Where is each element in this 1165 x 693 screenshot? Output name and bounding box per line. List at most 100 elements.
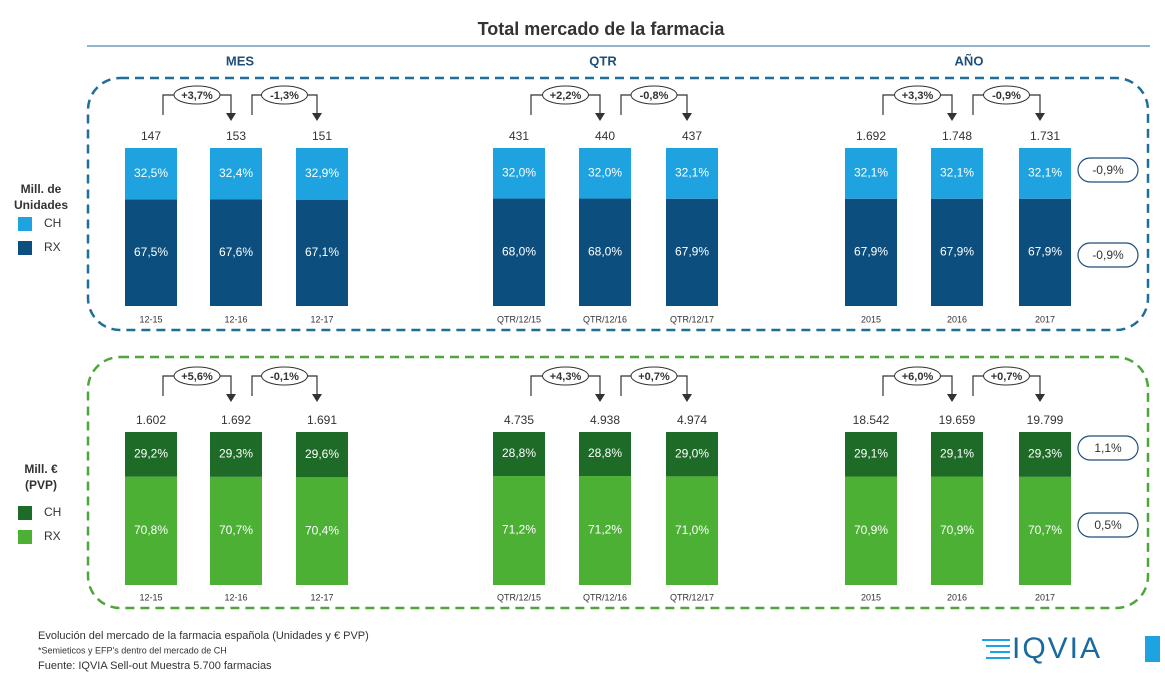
x-tick-label: 2015: [861, 314, 881, 324]
legend-label: RX: [44, 240, 61, 254]
segment-label: 68,0%: [588, 244, 622, 258]
x-tick-label: QTR/12/16: [583, 314, 627, 324]
legend-swatch: [18, 217, 32, 231]
segment-label: 70,9%: [854, 523, 888, 537]
segment-label: 70,7%: [219, 523, 253, 537]
row-label: Mill. de: [21, 182, 62, 196]
segment-label: 67,9%: [940, 245, 974, 259]
change-arrow: [947, 394, 957, 402]
side-badge: [1077, 157, 1139, 183]
segment-label: 29,0%: [675, 446, 709, 460]
legend-label: CH: [44, 216, 61, 230]
segment-label: 29,3%: [1028, 447, 1062, 461]
x-tick-label: 12-15: [139, 314, 162, 324]
x-tick-label: QTR/12/15: [497, 314, 541, 324]
change-badge: [261, 85, 308, 105]
segment-label: 32,1%: [854, 166, 888, 180]
segment-label: 70,4%: [305, 523, 339, 537]
segment-label: 67,6%: [219, 245, 253, 259]
side-badge: [1077, 242, 1139, 268]
bar-segment: [931, 148, 983, 199]
bar-segment: [210, 199, 262, 306]
change-label: +3,3%: [902, 90, 934, 102]
segment-label: 32,9%: [305, 166, 339, 180]
total-label: 1.692: [221, 413, 251, 427]
segment-label: 29,6%: [305, 447, 339, 461]
bar-segment: [845, 476, 897, 585]
frame: [86, 76, 1150, 332]
legend-swatch: [18, 506, 32, 520]
segment-label: 32,1%: [675, 166, 709, 180]
change-badge: [630, 366, 678, 386]
bar-segment: [931, 198, 983, 306]
bar-segment: [666, 148, 718, 199]
change-arrow: [1035, 394, 1045, 402]
bar-segment: [666, 198, 718, 306]
change-badge: [894, 366, 941, 386]
side-label: 0,5%: [1094, 518, 1122, 532]
segment-label: 32,0%: [588, 165, 622, 179]
change-label: +0,7%: [991, 371, 1023, 383]
segment-label: 71,0%: [675, 523, 709, 537]
change-badge: [983, 85, 1030, 105]
segment-label: 29,1%: [854, 446, 888, 460]
segment-label: 28,8%: [588, 446, 622, 460]
segment-label: 32,0%: [502, 165, 536, 179]
row-label: Unidades: [14, 198, 68, 212]
change-label: -1,3%: [270, 90, 299, 102]
change-badge: [261, 366, 308, 386]
segment-label: 71,2%: [502, 523, 536, 537]
change-arrow: [947, 113, 957, 121]
row-label: Mill. €: [24, 462, 58, 476]
legend-swatch: [18, 530, 32, 544]
x-tick-label: QTR/12/15: [497, 592, 541, 602]
logo-block: [1145, 636, 1160, 662]
x-tick-label: 12-15: [139, 592, 162, 602]
bar-segment: [845, 198, 897, 306]
change-label: +6,0%: [902, 371, 934, 383]
bar-segment: [210, 476, 262, 585]
bar-segment: [125, 148, 177, 200]
bar-segment: [1019, 432, 1071, 477]
segment-label: 67,9%: [1028, 245, 1062, 259]
bar-segment: [493, 476, 545, 585]
bar-segment: [666, 432, 718, 477]
legend-label: CH: [44, 505, 61, 519]
change-badge: [630, 85, 678, 105]
x-tick-label: 12-16: [224, 314, 247, 324]
bar-segment: [210, 148, 262, 200]
frame: [86, 355, 1150, 610]
change-label: +0,7%: [638, 371, 670, 383]
legend-swatch: [18, 241, 32, 255]
change-arrow: [226, 394, 236, 402]
total-label: 4.938: [590, 413, 620, 427]
title: Total mercado de la farmacia: [478, 19, 726, 39]
change-arrow: [682, 113, 692, 121]
total-label: 431: [509, 129, 529, 143]
x-tick-label: 2016: [947, 592, 967, 602]
segment-label: 32,1%: [940, 166, 974, 180]
segment-label: 71,2%: [588, 523, 622, 537]
total-label: 19.659: [939, 413, 976, 427]
side-badge: [1077, 512, 1139, 538]
change-arrow: [595, 394, 605, 402]
bar-segment: [579, 148, 631, 199]
change-arrow: [226, 113, 236, 121]
total-label: 1.731: [1030, 129, 1060, 143]
change-badge: [983, 366, 1030, 386]
change-arrow: [682, 394, 692, 402]
footnote: Evolución del mercado de la farmacia esp…: [38, 630, 369, 642]
change-label: -0,8%: [640, 90, 669, 102]
segment-label: 70,7%: [1028, 523, 1062, 537]
header: MES: [226, 53, 255, 68]
segment-label: 32,4%: [219, 166, 253, 180]
segment-label: 67,1%: [305, 245, 339, 259]
header: QTR: [589, 53, 617, 68]
segment-label: 67,5%: [134, 245, 168, 259]
segment-label: 29,1%: [940, 446, 974, 460]
side-label: 1,1%: [1094, 441, 1122, 455]
bar-segment: [125, 199, 177, 306]
total-label: 153: [226, 129, 246, 143]
bar-segment: [493, 432, 545, 477]
bar-segment: [296, 432, 348, 478]
